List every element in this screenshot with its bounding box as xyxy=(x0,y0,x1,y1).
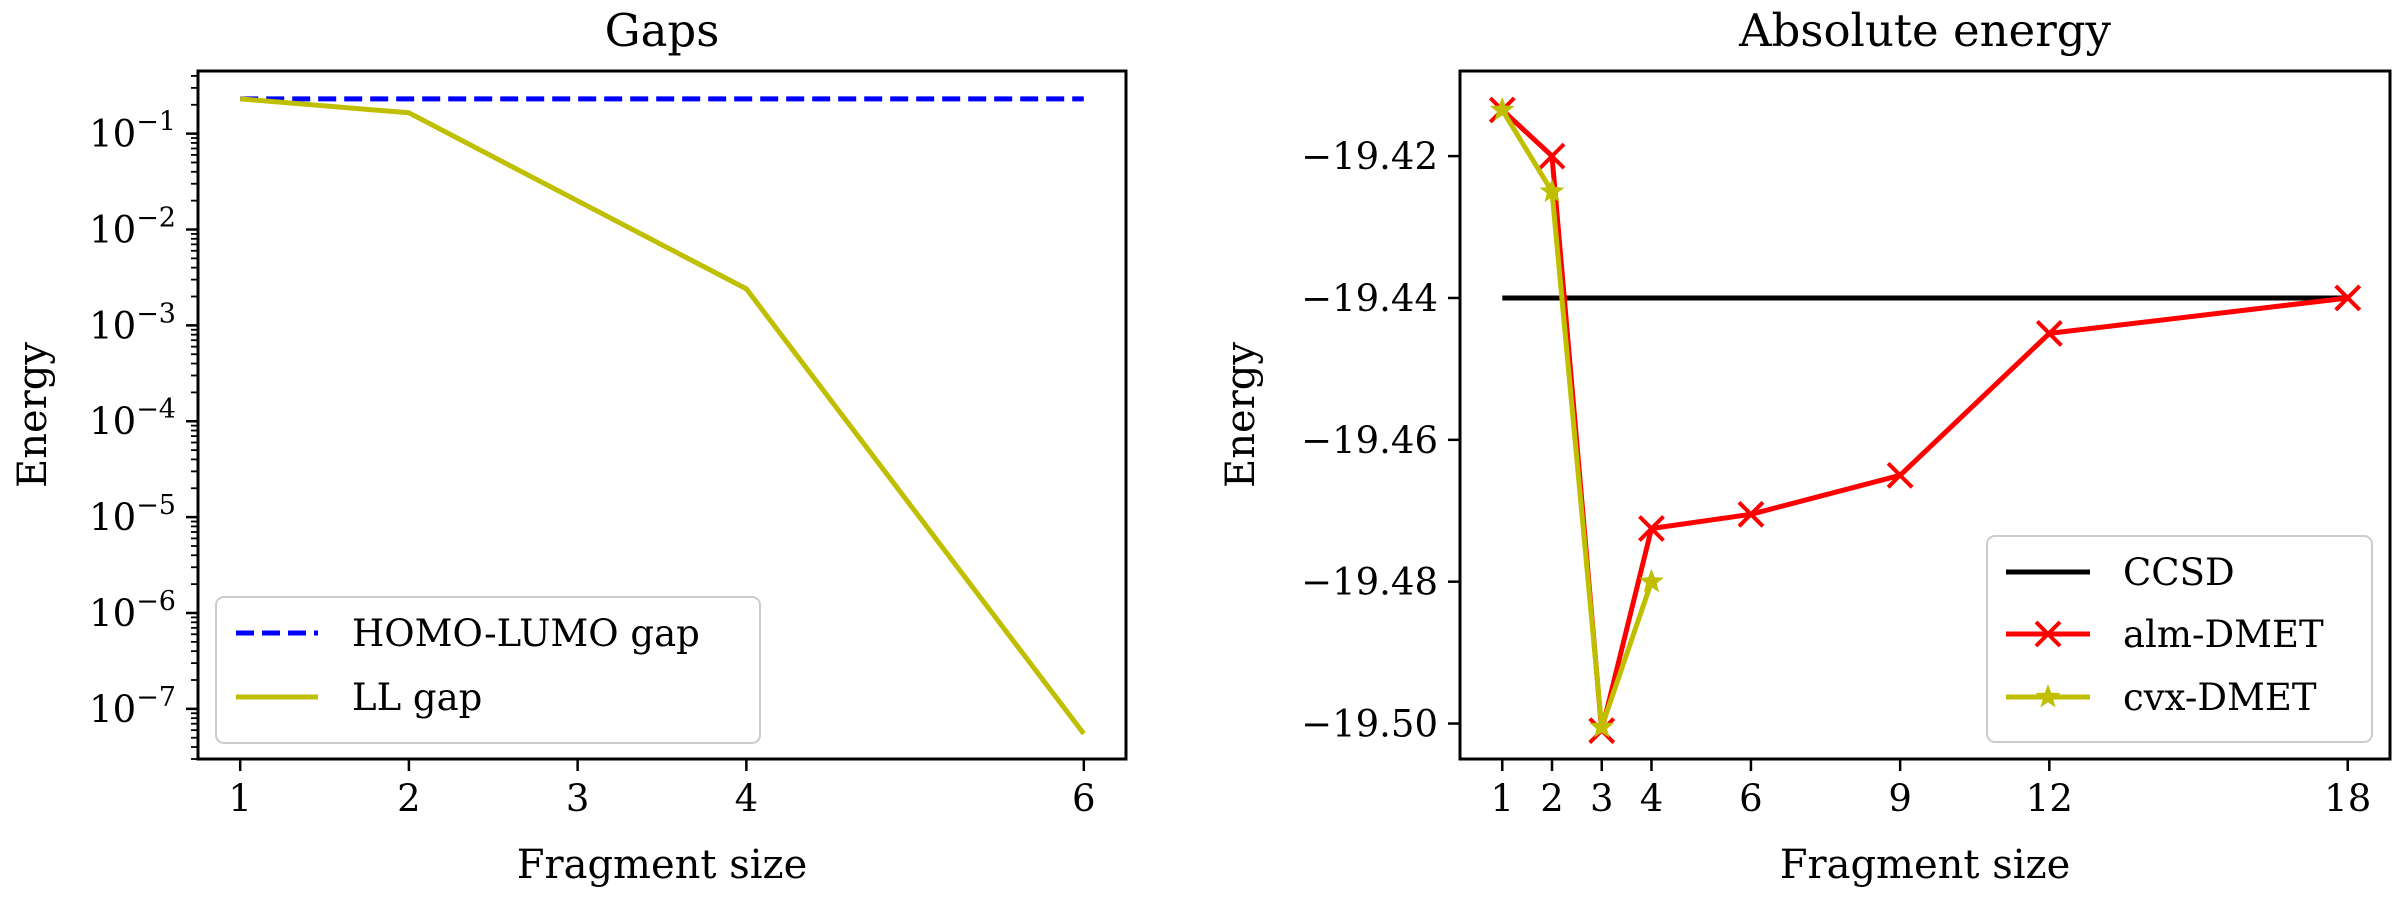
gaps-series-layer xyxy=(239,96,1086,736)
energy-y-axis-label: Energy xyxy=(1218,342,1264,488)
energy-x-tick-label: 1 xyxy=(1490,777,1514,820)
energy-series-cvx-dmet-line xyxy=(1500,108,1654,730)
energy-x-tick-label: 2 xyxy=(1540,777,1564,820)
energy-y-tick-label: −19.42 xyxy=(1301,135,1438,178)
gaps-x-tick-label: 6 xyxy=(1072,777,1096,820)
gaps-y-tick-label: 10−6 xyxy=(89,586,176,635)
energy-series-alm-dmet-line xyxy=(1500,108,2348,734)
energy-y-tick-label: −19.46 xyxy=(1301,419,1438,462)
energy-series-alm-dmet-point xyxy=(2334,284,2362,312)
gaps-x-ticks: 1 2 3 4 6 xyxy=(228,759,1096,820)
energy-x-tick-label: 3 xyxy=(1590,777,1614,820)
gaps-x-tick-label: 2 xyxy=(397,777,421,820)
gaps-series-ll-gap-line xyxy=(239,96,1086,736)
gaps-y-ticks: 10−1 10−2 10−3 10−4 10−5 10−6 10−7 xyxy=(89,75,198,760)
energy-legend-box xyxy=(1986,535,2373,743)
energy-series-alm-dmet-point xyxy=(1737,500,1765,528)
energy-series-cvx-dmet-point xyxy=(1539,178,1565,203)
energy-legend-marker-alm-dmet xyxy=(2034,620,2062,648)
energy-y-tick-label: −19.48 xyxy=(1301,561,1438,604)
gaps-x-tick-label: 4 xyxy=(735,777,759,820)
gaps-x-axis-label: Fragment size xyxy=(517,842,808,888)
energy-legend-label-alm-dmet: alm-DMET xyxy=(2123,613,2324,656)
gaps-y-axis-label: Energy xyxy=(10,342,56,488)
energy-y-ticks: −19.42 −19.44 −19.46 −19.48 −19.50 xyxy=(1301,135,1460,746)
gaps-legend-box xyxy=(215,596,761,744)
energy-plot-frame xyxy=(1458,69,2392,761)
energy-series-cvx-dmet-point xyxy=(1489,97,1515,121)
energy-legend: CCSD alm-DMET cvx-DMET xyxy=(1986,535,2373,743)
energy-series-layer xyxy=(1488,96,2362,745)
energy-legend-label-ccsd: CCSD xyxy=(2123,551,2235,594)
energy-series-alm-dmet-point xyxy=(1538,142,1566,170)
energy-x-tick-label: 6 xyxy=(1739,777,1763,820)
gaps-title: Gaps xyxy=(605,4,720,57)
energy-series-alm-dmet-point xyxy=(1638,515,1665,542)
energy-legend-marker-cvx-dmet xyxy=(2035,684,2061,708)
energy-series-cvx-dmet-point xyxy=(1589,714,1615,738)
gaps-x-tick-label: 1 xyxy=(228,777,252,820)
gaps-y-tick-label: 10−3 xyxy=(89,298,176,347)
gaps-x-tick-label: 3 xyxy=(566,777,590,820)
gaps-legend-label-homo-lumo: HOMO-LUMO gap xyxy=(352,612,700,655)
energy-x-tick-label: 18 xyxy=(2324,777,2371,820)
energy-x-axis-label: Fragment size xyxy=(1780,842,2071,888)
energy-y-tick-label: −19.44 xyxy=(1301,277,1438,320)
energy-x-tick-label: 4 xyxy=(1640,777,1664,820)
gaps-legend-label-ll-gap: LL gap xyxy=(352,676,482,719)
energy-x-tick-label: 9 xyxy=(1888,777,1912,820)
energy-x-ticks: 1 2 3 4 6 9 12 18 xyxy=(1490,759,2371,820)
energy-series-cvx-dmet-point xyxy=(1639,568,1664,593)
energy-y-tick-label: −19.50 xyxy=(1301,703,1438,746)
gaps-y-tick-label: 10−2 xyxy=(89,202,176,251)
gaps-y-tick-label: 10−4 xyxy=(89,394,176,443)
gaps-plot-frame xyxy=(196,69,1128,761)
energy-legend-label-cvx-dmet: cvx-DMET xyxy=(2123,676,2317,719)
gaps-legend: HOMO-LUMO gap LL gap xyxy=(215,596,761,744)
energy-chart: Absolute energy 1 2 3 4 6 9 12 18 −19.42−19.44−… xyxy=(1218,4,2392,888)
gaps-y-tick-label: 10−7 xyxy=(89,682,176,731)
energy-series-alm-dmet-point xyxy=(1886,461,1914,489)
gaps-y-tick-label: 10−5 xyxy=(89,490,176,539)
energy-series-alm-dmet-point xyxy=(2035,320,2063,347)
energy-title: Absolute energy xyxy=(1738,4,2111,57)
energy-x-tick-label: 12 xyxy=(2026,777,2073,820)
gaps-y-tick-label: 10−1 xyxy=(89,107,176,156)
